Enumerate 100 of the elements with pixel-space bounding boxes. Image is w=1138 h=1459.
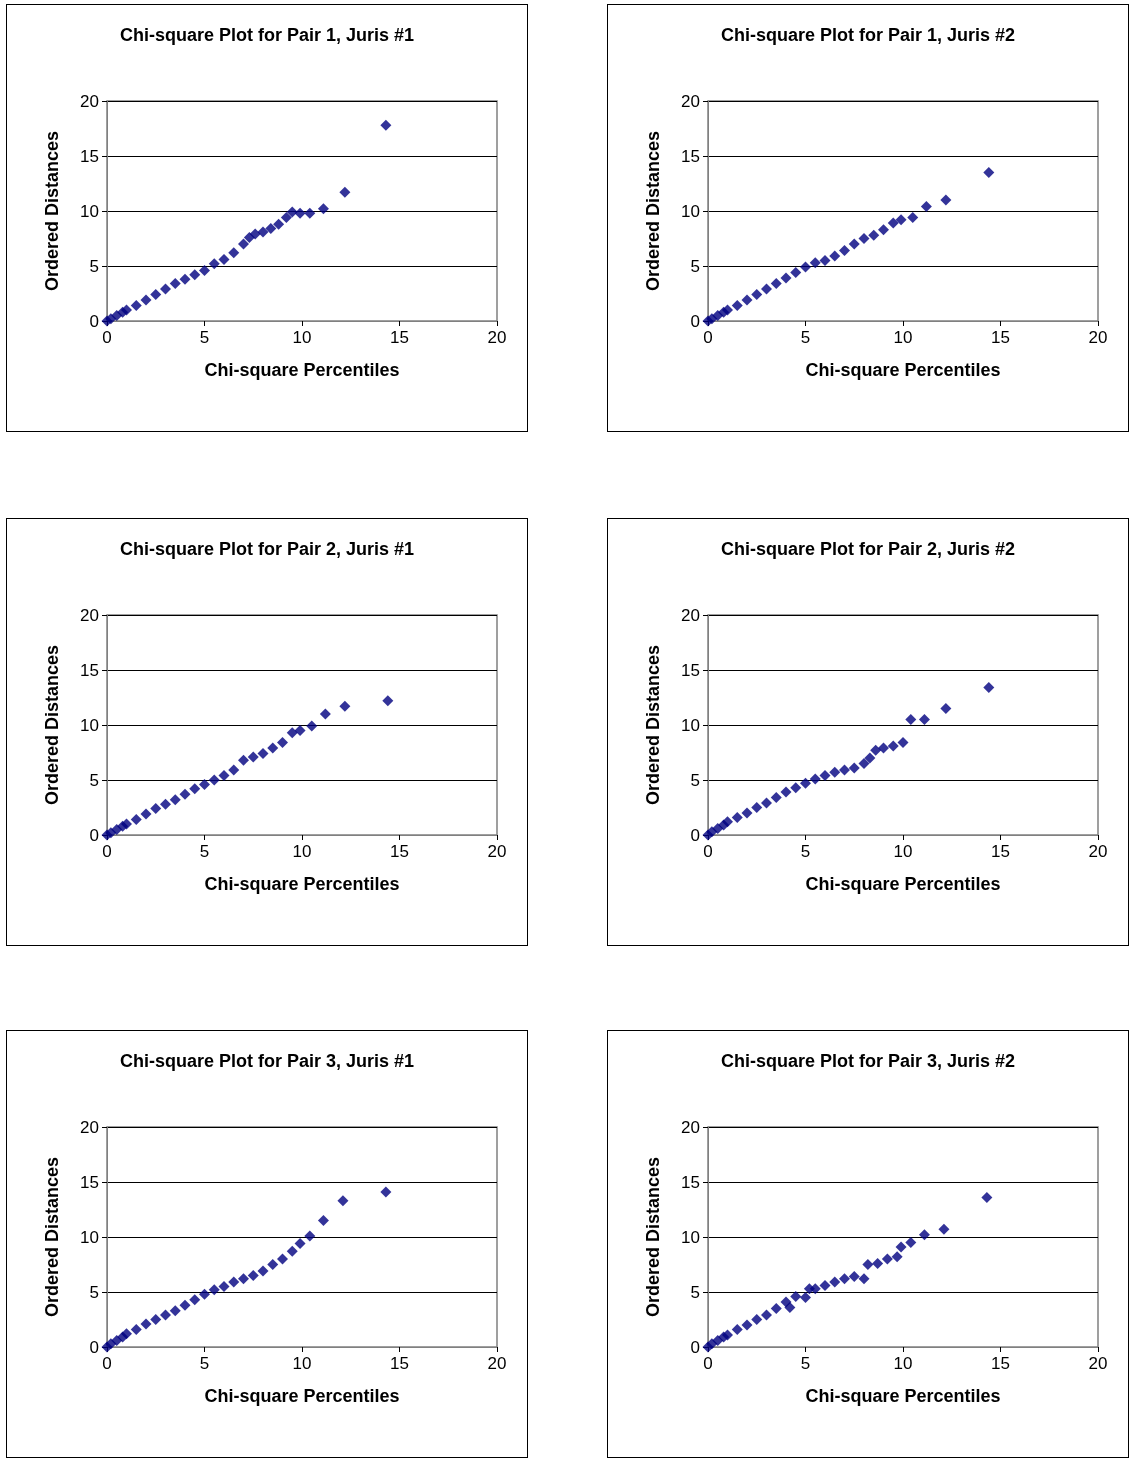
- x-tick-label: 5: [199, 1354, 210, 1373]
- point: [218, 1281, 230, 1292]
- point: [751, 802, 763, 813]
- point: [189, 783, 201, 795]
- point: [878, 742, 889, 754]
- point: [722, 816, 733, 828]
- point: [238, 238, 249, 250]
- y-tick-label: 5: [690, 770, 700, 790]
- y-tick-label: 5: [89, 1282, 99, 1302]
- point: [741, 807, 753, 819]
- point: [722, 1329, 733, 1341]
- point: [722, 304, 733, 316]
- point: [981, 1191, 993, 1203]
- point: [286, 206, 298, 218]
- y-tick-label: 20: [80, 605, 99, 625]
- x-tick-label: 20: [487, 328, 507, 347]
- y-tick-label: 0: [89, 825, 99, 845]
- y-tick-label: 20: [80, 91, 99, 111]
- x-axis-title: Chi-square Percentiles: [204, 360, 400, 380]
- point: [731, 811, 743, 823]
- x-tick-label: 5: [800, 842, 811, 861]
- point: [800, 261, 811, 273]
- point: [238, 754, 249, 766]
- x-tick-label: 10: [893, 328, 913, 347]
- point: [780, 786, 792, 798]
- x-tick-label: 15: [390, 842, 409, 861]
- point: [938, 1223, 950, 1235]
- point: [858, 233, 870, 244]
- point: [382, 695, 394, 707]
- point: [247, 751, 259, 763]
- point: [858, 758, 870, 769]
- point: [790, 1290, 802, 1302]
- point: [273, 218, 285, 230]
- point: [199, 1288, 210, 1300]
- point: [317, 203, 329, 215]
- point: [895, 1241, 907, 1253]
- point: [887, 740, 899, 752]
- point: [819, 255, 831, 266]
- x-tick-label: 15: [390, 328, 409, 347]
- point: [140, 808, 152, 820]
- point: [895, 214, 907, 226]
- point: [829, 250, 841, 262]
- point: [140, 294, 152, 306]
- y-axis-title: Ordered Distances: [42, 130, 62, 292]
- point: [247, 1270, 259, 1281]
- y-tick-label: 0: [690, 311, 700, 331]
- point: [179, 273, 191, 285]
- x-tick-label: 5: [199, 328, 210, 347]
- y-tick-label: 20: [681, 1117, 700, 1137]
- point: [169, 278, 181, 290]
- y-axis-title: Ordered Distances: [643, 644, 663, 806]
- point: [983, 167, 995, 178]
- point: [983, 682, 995, 694]
- point: [208, 774, 220, 786]
- y-tick-label: 10: [80, 201, 99, 221]
- point: [920, 201, 932, 213]
- point: [179, 788, 191, 800]
- point: [140, 1318, 152, 1330]
- point: [712, 822, 724, 834]
- point: [199, 778, 210, 790]
- point: [277, 737, 288, 749]
- x-tick-label: 0: [102, 842, 112, 861]
- point: [380, 1186, 392, 1198]
- point: [839, 1273, 850, 1285]
- point: [160, 1309, 171, 1321]
- point: [179, 1299, 191, 1311]
- point: [228, 247, 240, 259]
- point: [189, 1294, 201, 1306]
- point: [905, 1237, 917, 1248]
- point: [839, 764, 850, 776]
- x-tick-label: 20: [487, 842, 507, 861]
- point: [317, 1215, 329, 1226]
- point: [940, 703, 952, 714]
- y-tick-label: 10: [80, 715, 99, 735]
- point: [189, 269, 201, 281]
- x-axis-title: Chi-square Percentiles: [805, 1386, 1001, 1406]
- point: [868, 229, 880, 241]
- x-tick-label: 20: [487, 1354, 507, 1373]
- x-tick-label: 0: [102, 1354, 112, 1373]
- y-tick-label: 10: [681, 1227, 700, 1247]
- x-tick-label: 10: [893, 1354, 913, 1373]
- y-tick-label: 15: [80, 660, 99, 680]
- x-tick-label: 10: [292, 842, 312, 861]
- point: [121, 1328, 132, 1340]
- point: [257, 226, 269, 238]
- x-tick-label: 10: [893, 842, 913, 861]
- point: [121, 304, 132, 316]
- point: [218, 770, 230, 782]
- point: [858, 1273, 870, 1285]
- point: [294, 725, 306, 736]
- x-tick-label: 20: [1088, 328, 1108, 347]
- point: [121, 818, 132, 830]
- point: [286, 727, 298, 739]
- point: [337, 1195, 349, 1207]
- point: [918, 714, 930, 725]
- x-tick-label: 0: [102, 328, 112, 347]
- point: [839, 245, 850, 257]
- point: [940, 194, 952, 206]
- point: [761, 283, 772, 295]
- point: [864, 752, 876, 764]
